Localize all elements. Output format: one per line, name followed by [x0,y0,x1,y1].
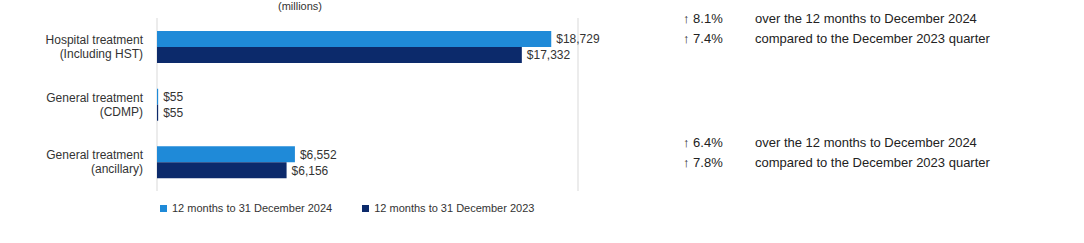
html-text:↑ 6.4%: ↑ 6.4% [683,134,723,150]
html-text:↑ 7.4%: ↑ 7.4% [683,30,723,46]
svg-text:General treatment(CDMP): General treatment(CDMP) [46,91,143,119]
html-text:compared to the December 2023: compared to the December 2023 quarter [755,154,990,170]
svg-text:$6,156: $6,156 [292,164,329,178]
html-text:compared to the December 2023: compared to the December 2023 quarter [755,30,990,46]
svg-text:$18,729: $18,729 [556,32,600,46]
html-text:12 months to 31 December 2023: 12 months to 31 December 2023 [374,202,535,214]
html-text:over the 12 months to December: over the 12 months to December 2024 [755,134,977,150]
html-text:↑ 7.8%: ↑ 7.8% [683,154,723,170]
html-text:12 months to 31 December 2024: 12 months to 31 December 2024 [172,202,333,214]
html-text:over the 12 months to December: over the 12 months to December 2024 [755,10,977,26]
html-text:↑ 8.1%: ↑ 8.1% [683,10,723,26]
svg-text:General treatment(ancillary): General treatment(ancillary) [46,148,143,176]
svg-text:$17,332: $17,332 [527,48,571,62]
svg-text:$55: $55 [163,90,183,104]
svg-text:$6,552: $6,552 [300,148,337,162]
svg-text:$55: $55 [163,106,183,120]
html-text:(millions): (millions) [278,0,322,12]
svg-text:Hospital treatment(Including H: Hospital treatment(Including HST) [46,33,144,61]
